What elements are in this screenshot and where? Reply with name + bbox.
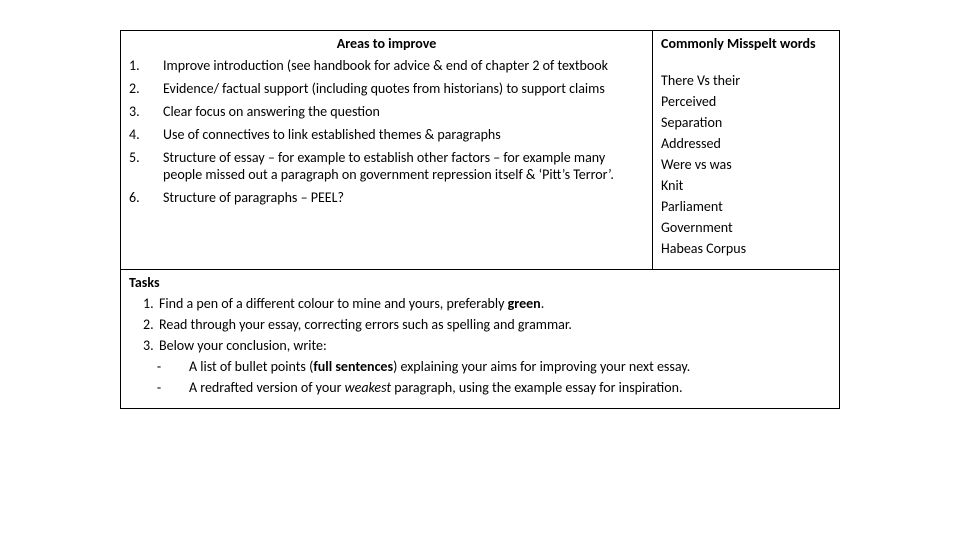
- areas-item: 1.Improve introduction (see handbook for…: [129, 54, 644, 77]
- misspelt-item: Were vs was: [661, 154, 831, 175]
- item-text: Use of connectives to link established t…: [163, 123, 644, 146]
- item-number: 6.: [129, 186, 163, 209]
- task-sub-item: -A list of bullet points (full sentences…: [129, 356, 831, 377]
- misspelt-heading: Commonly Misspelt words: [661, 35, 831, 52]
- sub-dash: -: [129, 356, 189, 377]
- task-text: Read through your essay, correcting erro…: [159, 314, 831, 335]
- task-text: Find a pen of a different colour to mine…: [159, 293, 831, 314]
- task-text: Below your conclusion, write:: [159, 335, 831, 356]
- areas-list: 1.Improve introduction (see handbook for…: [129, 54, 644, 209]
- item-number: 3.: [129, 100, 163, 123]
- sub-dash: -: [129, 377, 189, 398]
- misspelt-item: Government: [661, 217, 831, 238]
- tasks-heading: Tasks: [129, 274, 831, 291]
- item-number: 1.: [129, 54, 163, 77]
- misspelt-item: Parliament: [661, 196, 831, 217]
- item-number: 4.: [129, 123, 163, 146]
- task-item: 2.Read through your essay, correcting er…: [129, 314, 831, 335]
- item-text: Evidence/ factual support (including quo…: [163, 77, 644, 100]
- item-text: Improve introduction (see handbook for a…: [163, 54, 644, 77]
- task-number: 1.: [129, 293, 159, 314]
- misspelt-item: Addressed: [661, 133, 831, 154]
- task-item: 3.Below your conclusion, write:: [129, 335, 831, 356]
- misspelt-item: Habeas Corpus: [661, 238, 831, 259]
- sub-text: A list of bullet points (full sentences)…: [189, 356, 831, 377]
- misspelt-item: Perceived: [661, 91, 831, 112]
- areas-item: 2.Evidence/ factual support (including q…: [129, 77, 644, 100]
- item-number: 5.: [129, 146, 163, 186]
- tasks-cell: Tasks 1.Find a pen of a different colour…: [121, 270, 840, 409]
- misspelt-list: There Vs theirPerceivedSeparationAddress…: [661, 70, 831, 259]
- areas-item: 5.Structure of essay – for example to es…: [129, 146, 644, 186]
- item-text: Structure of paragraphs – PEEL?: [163, 186, 644, 209]
- tasks-sublist: -A list of bullet points (full sentences…: [129, 356, 831, 398]
- areas-cell: Areas to improve 1.Improve introduction …: [121, 31, 653, 270]
- task-sub-item: -A redrafted version of your weakest par…: [129, 377, 831, 398]
- areas-item: 3.Clear focus on answering the question: [129, 100, 644, 123]
- item-text: Clear focus on answering the question: [163, 100, 644, 123]
- sub-text: A redrafted version of your weakest para…: [189, 377, 831, 398]
- feedback-table: Areas to improve 1.Improve introduction …: [120, 30, 840, 409]
- item-number: 2.: [129, 77, 163, 100]
- task-number: 3.: [129, 335, 159, 356]
- areas-item: 4.Use of connectives to link established…: [129, 123, 644, 146]
- tasks-list: 1.Find a pen of a different colour to mi…: [129, 293, 831, 356]
- areas-heading: Areas to improve: [129, 35, 644, 52]
- misspelt-item: Knit: [661, 175, 831, 196]
- misspelt-item: Separation: [661, 112, 831, 133]
- misspelt-cell: Commonly Misspelt words There Vs theirPe…: [653, 31, 840, 270]
- item-text: Structure of essay – for example to esta…: [163, 146, 644, 186]
- misspelt-item: There Vs their: [661, 70, 831, 91]
- task-item: 1.Find a pen of a different colour to mi…: [129, 293, 831, 314]
- areas-item: 6.Structure of paragraphs – PEEL?: [129, 186, 644, 209]
- task-number: 2.: [129, 314, 159, 335]
